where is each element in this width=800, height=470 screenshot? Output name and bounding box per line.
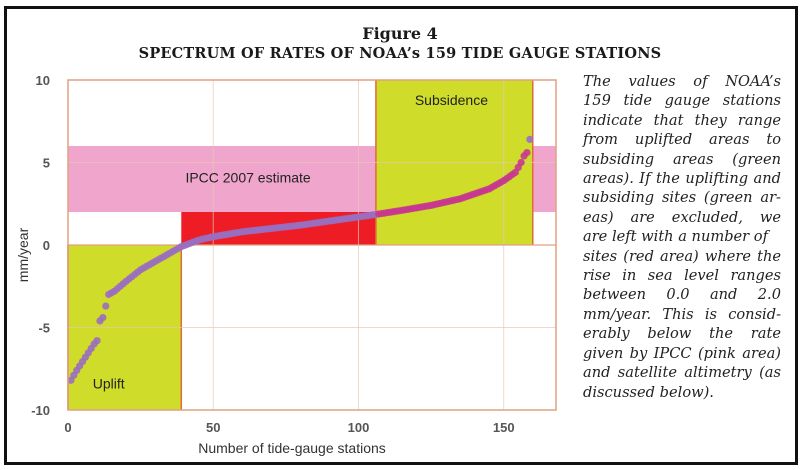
data-point — [523, 149, 531, 157]
caption-line: areas). If the uplifting and — [583, 170, 781, 188]
y-tick-label: 5 — [43, 156, 50, 171]
x-tick-label: 0 — [64, 420, 71, 435]
caption-line: indicate that they range — [583, 111, 781, 129]
y-tick-label: 10 — [36, 73, 50, 88]
caption-line: mm/year. This is consid- — [583, 305, 781, 323]
caption-line: eas) are excluded, we — [583, 208, 781, 226]
y-tick-label: -5 — [38, 321, 50, 336]
caption-line: 159 tide gauge stations — [583, 92, 781, 110]
x-tick-label: 50 — [206, 420, 220, 435]
y-tick-label: 0 — [43, 238, 50, 253]
data-point — [99, 314, 107, 322]
region-label: Subsidence — [415, 92, 488, 108]
caption-line: and satellite altimetry (as — [583, 364, 781, 382]
caption-line: subsiding areas (green — [583, 150, 781, 168]
region-label: Uplift — [93, 376, 125, 392]
figure-number: Figure 4 — [362, 24, 438, 43]
x-axis-label: Number of tide-gauge stations — [198, 440, 386, 456]
caption-line: The values of NOAA’s — [583, 73, 781, 90]
y-tick-label: -10 — [31, 403, 50, 418]
caption-line: between 0.0 and 2.0 — [583, 286, 781, 304]
caption-line: discussed below). — [583, 383, 714, 401]
figure-frame — [4, 6, 798, 465]
data-point — [93, 337, 101, 345]
region-label: IPCC 2007 estimate — [185, 169, 310, 185]
x-tick-label: 100 — [348, 420, 370, 435]
caption-line: from uplifted areas to — [583, 131, 781, 149]
figure-title: SPECTRUM OF RATES OF NOAA’s 159 TIDE GAU… — [138, 45, 662, 62]
x-tick-label: 150 — [493, 420, 515, 435]
caption-line: given by IPCC (pink area) — [583, 344, 781, 362]
data-point — [517, 158, 525, 167]
caption-line: rise in sea level ranges — [583, 267, 781, 285]
y-axis-label: mm/year — [15, 227, 31, 282]
data-point — [102, 302, 110, 310]
plot-border — [67, 79, 557, 411]
figure-caption: The values of NOAA’s 159 tide gauge stati… — [583, 72, 781, 402]
caption-line: erably below the rate — [583, 325, 781, 343]
caption-line: sites (red area) where the — [583, 247, 781, 265]
caption-line: subsiding sites (green ar- — [583, 189, 781, 207]
caption-line: are left with a number of — [583, 228, 768, 246]
data-point — [526, 135, 534, 143]
